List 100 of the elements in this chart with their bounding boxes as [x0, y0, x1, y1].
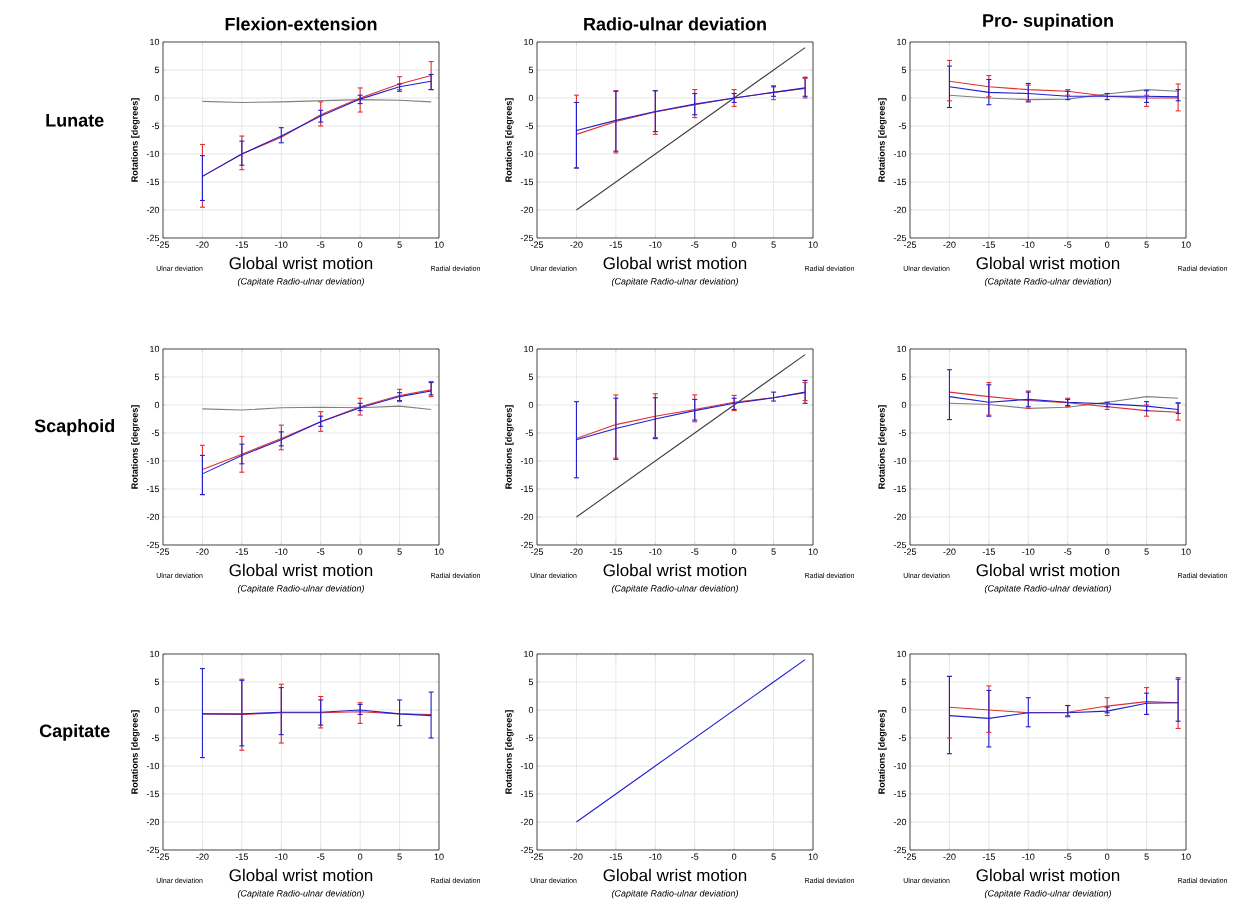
y-tick-label: -5 — [525, 429, 534, 437]
x-tick-label: 0 — [357, 548, 363, 555]
y-tick-label: 5 — [901, 66, 907, 74]
x-tick-label: -20 — [196, 548, 209, 555]
x-tick-label: -20 — [570, 241, 583, 248]
text: Capitate — [39, 724, 110, 741]
x-axis-title: Global wrist motion — [976, 563, 1120, 577]
y-tick-label: -20 — [146, 206, 160, 214]
y-tick-label: -25 — [520, 541, 534, 549]
y-tick-label: -25 — [893, 234, 907, 242]
y-tick-label: 10 — [897, 650, 907, 658]
x-tick-label: -10 — [1022, 548, 1035, 555]
y-tick-label: 10 — [150, 345, 160, 353]
y-tick-label: -5 — [898, 122, 907, 130]
y-axis-title: Rotations [degrees] — [505, 710, 514, 794]
x-tick-label: -5 — [317, 241, 325, 248]
text: (Capitate Radio-ulnar deviation) — [611, 584, 738, 594]
y-tick-label: 10 — [524, 650, 534, 658]
x-axis-title: Global wrist motion — [229, 563, 373, 577]
x-tick-label: 10 — [808, 853, 818, 860]
x-tick-label: -15 — [235, 548, 248, 555]
x-tick-label: 0 — [731, 853, 737, 860]
y-tick-label: -25 — [893, 846, 907, 854]
y-tick-label: 5 — [901, 678, 907, 686]
y-tick-label: -25 — [146, 541, 160, 549]
chart-title: Flexion-extension — [225, 17, 377, 31]
text: (Capitate Radio-ulnar deviation) — [611, 277, 738, 287]
y-tick-label: 0 — [901, 401, 907, 409]
y-tick-label: -10 — [520, 457, 534, 465]
y-tick-label: 10 — [897, 345, 907, 353]
y-tick-label: 10 — [150, 38, 160, 46]
x-tick-label: -10 — [649, 853, 662, 860]
y-axis-title: Rotations [degrees] — [505, 405, 514, 489]
y-tick-label: 5 — [154, 373, 160, 381]
x-tick-label: 10 — [434, 853, 444, 860]
x-tick-label: 5 — [1144, 853, 1149, 860]
y-tick-label: 0 — [901, 706, 907, 714]
y-tick-label: 5 — [154, 66, 160, 74]
y-tick-label: -20 — [146, 513, 160, 521]
y-tick-label: -25 — [520, 234, 534, 242]
x-tick-label: -15 — [609, 241, 622, 248]
x-tick-label: -10 — [1022, 853, 1035, 860]
x-tick-label: 5 — [1144, 548, 1149, 555]
y-tick-label: -20 — [893, 818, 907, 826]
x-axis-title: Global wrist motion — [976, 868, 1120, 882]
x-tick-label: -5 — [691, 853, 699, 860]
x-tick-label: -15 — [609, 853, 622, 860]
x-tick-label: -20 — [943, 853, 956, 860]
y-tick-label: -5 — [898, 429, 907, 437]
x-tick-label: -15 — [982, 241, 995, 248]
x-tick-label: -10 — [649, 548, 662, 555]
x-tick-label: -20 — [570, 548, 583, 555]
y-tick-label: 0 — [528, 94, 534, 102]
x-tick-label: -20 — [196, 241, 209, 248]
x-tick-label: 5 — [771, 241, 776, 248]
x-tick-label: -10 — [275, 548, 288, 555]
y-tick-label: -15 — [146, 790, 160, 798]
y-axis-title: Rotations [degrees] — [505, 98, 514, 182]
y-tick-label: -5 — [151, 429, 160, 437]
y-tick-label: -15 — [520, 178, 534, 186]
y-tick-label: -5 — [151, 122, 160, 130]
text: (Capitate Radio-ulnar deviation) — [237, 277, 364, 287]
y-tick-label: -10 — [520, 150, 534, 158]
x-tick-label: 0 — [357, 853, 363, 860]
x-tick-label: -15 — [982, 548, 995, 555]
y-tick-label: -20 — [893, 206, 907, 214]
y-axis-title: Rotations [degrees] — [131, 710, 140, 794]
y-tick-label: 5 — [528, 66, 534, 74]
y-tick-label: -20 — [520, 818, 534, 826]
x-tick-label: -5 — [691, 548, 699, 555]
x-axis-title: Global wrist motion — [229, 256, 373, 270]
x-axis-title: Global wrist motion — [603, 563, 747, 577]
x-tick-label: -5 — [1064, 241, 1072, 248]
y-tick-label: -25 — [146, 234, 160, 242]
y-tick-label: -5 — [898, 734, 907, 742]
y-tick-label: -10 — [520, 762, 534, 770]
y-tick-label: -10 — [893, 457, 907, 465]
y-tick-label: -15 — [893, 485, 907, 493]
x-tick-label: 10 — [1181, 548, 1191, 555]
y-tick-label: -15 — [146, 485, 160, 493]
y-tick-label: 5 — [528, 678, 534, 686]
y-tick-label: 10 — [897, 38, 907, 46]
x-tick-label: -20 — [196, 853, 209, 860]
x-axis-title: Global wrist motion — [229, 868, 373, 882]
y-tick-label: -5 — [525, 122, 534, 130]
x-tick-label: -15 — [609, 548, 622, 555]
text: (Capitate Radio-ulnar deviation) — [984, 889, 1111, 899]
y-tick-label: -20 — [520, 513, 534, 521]
text: (Capitate Radio-ulnar deviation) — [237, 584, 364, 594]
y-tick-label: 0 — [901, 94, 907, 102]
y-tick-label: -20 — [520, 206, 534, 214]
x-tick-label: 0 — [731, 241, 737, 248]
x-tick-label: -10 — [649, 241, 662, 248]
text: Scaphoid — [34, 419, 115, 436]
x-tick-label: 0 — [1104, 548, 1110, 555]
text: (Capitate Radio-ulnar deviation) — [984, 277, 1111, 287]
y-tick-label: 10 — [524, 345, 534, 353]
y-axis-title: Rotations [degrees] — [131, 98, 140, 182]
x-tick-label: 0 — [357, 241, 363, 248]
x-axis-title: Global wrist motion — [603, 868, 747, 882]
